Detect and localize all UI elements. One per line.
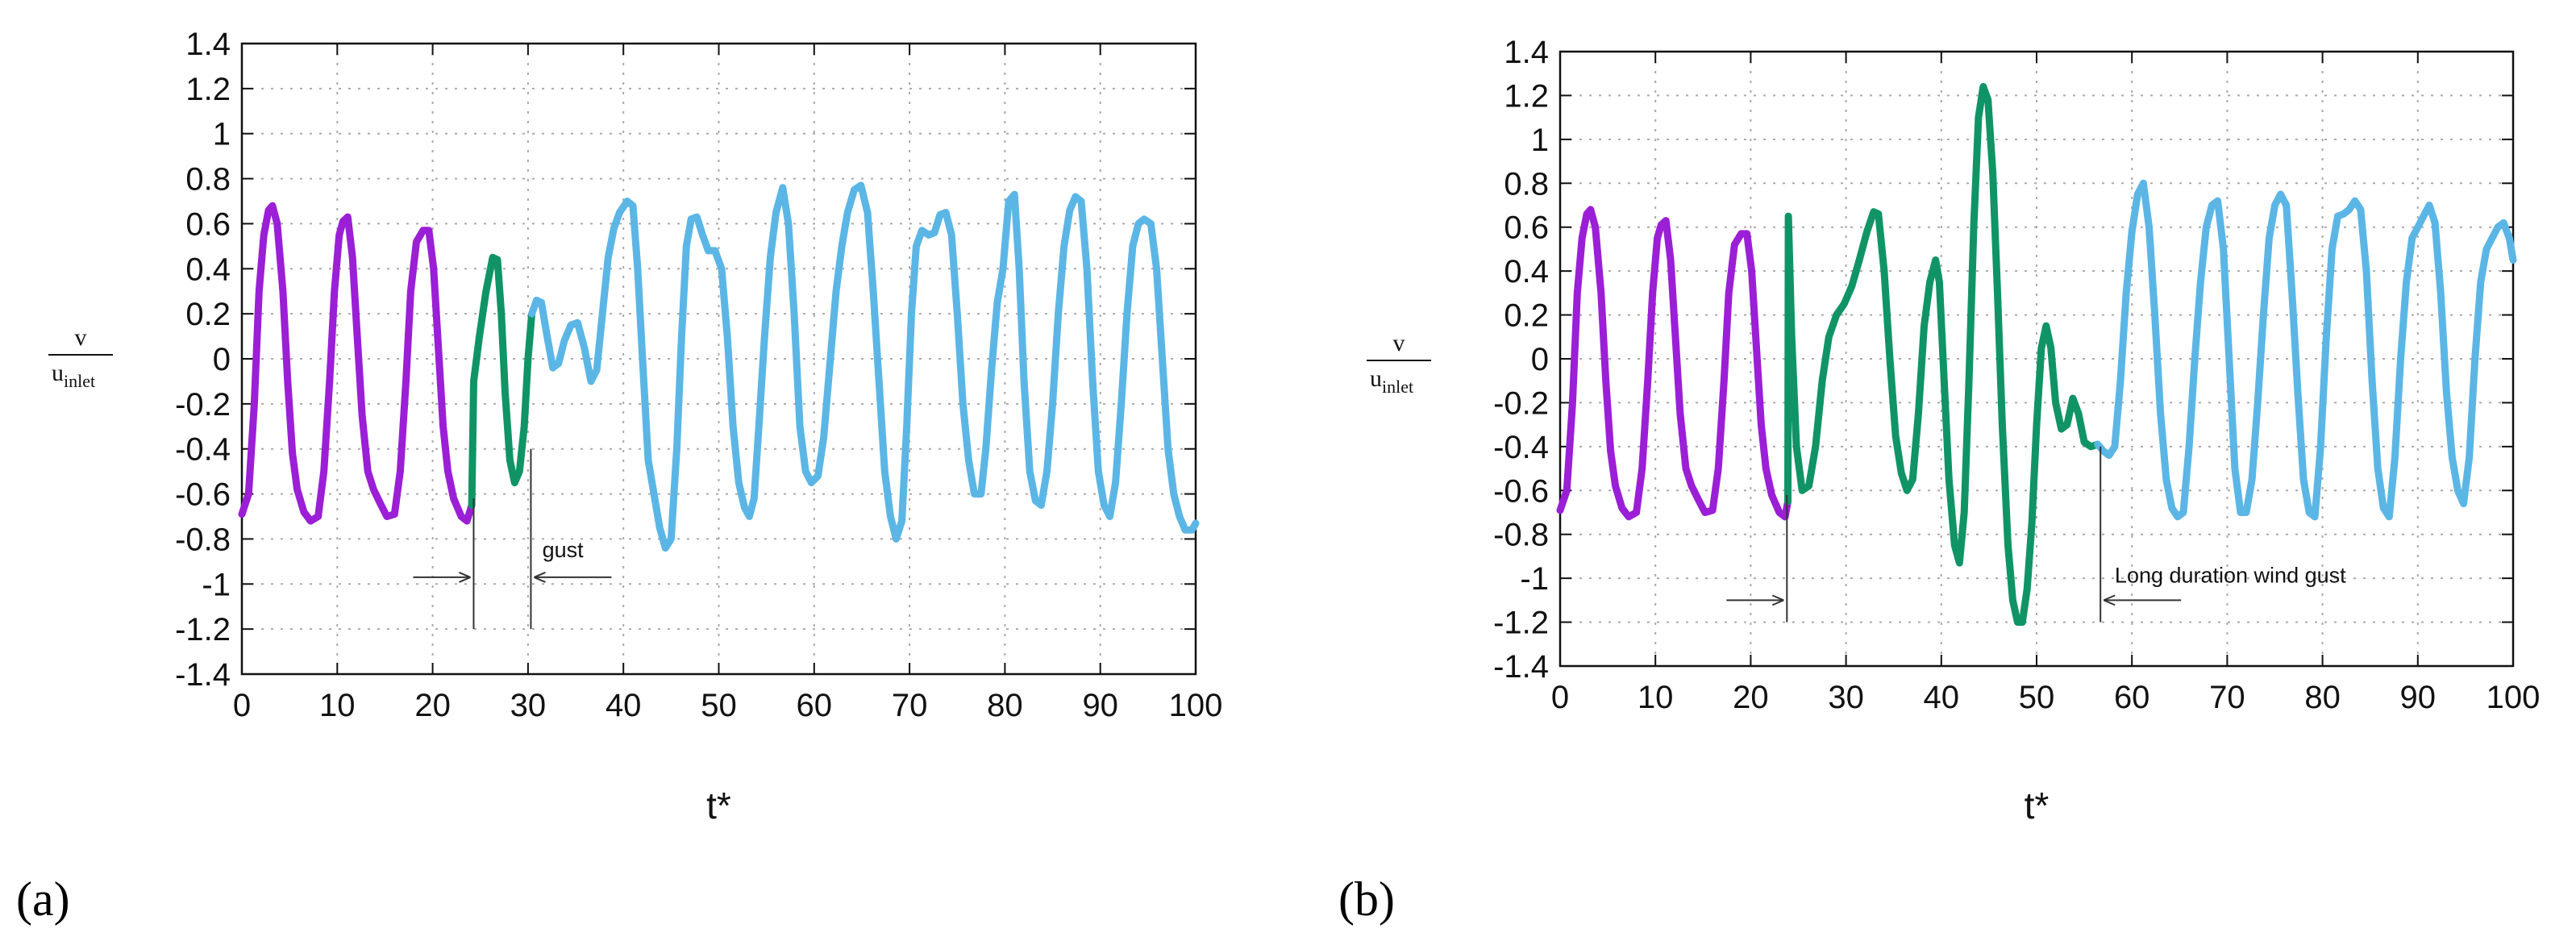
series-line-after-gust — [528, 181, 1200, 552]
x-tick-label: 10 — [1638, 680, 1674, 715]
annotation-arrowhead — [2103, 594, 2116, 606]
y-tick-label: -0.8 — [175, 522, 231, 557]
y-tick-label: -1 — [1520, 561, 1549, 597]
y-axis-title-numerator: v — [75, 324, 87, 351]
y-axis-title-denominator-base: u — [52, 360, 64, 386]
x-tick-label: 80 — [987, 688, 1023, 723]
annotation-arrowhead — [534, 571, 546, 583]
y-tick-label: -0.4 — [1493, 430, 1549, 465]
y-tick-label: 0.8 — [1504, 166, 1549, 202]
y-tick-label: 0 — [1531, 342, 1549, 377]
chart-panel-a: 0 10 20 30 40 50 60 70 80 90 100 1.4 1.2 1 0.8 0.6 0.4 0.… — [16, 27, 1222, 926]
x-tick-label: 30 — [1828, 680, 1864, 715]
y-tick-label: -1.2 — [175, 612, 231, 647]
y-tick-label: 0.8 — [185, 162, 231, 198]
y-axis-title-denominator-subscript: inlet — [1382, 377, 1413, 397]
y-tick-label: 1 — [213, 117, 231, 152]
x-tick-label: 0 — [1551, 680, 1569, 715]
x-tick-label: 50 — [701, 688, 737, 723]
x-tick-label: 0 — [233, 688, 251, 723]
y-tick-label: -0.2 — [1493, 385, 1549, 421]
panel-label: (b) — [1338, 872, 1395, 926]
series-line-after-gust — [2094, 179, 2517, 521]
y-tick-label: 0.4 — [185, 252, 231, 287]
y-tick-label: 0.2 — [1504, 298, 1549, 334]
series-line-gust — [468, 253, 536, 509]
y-tick-label: -0.2 — [175, 387, 231, 423]
x-tick-label: 100 — [2487, 680, 2541, 715]
x-tick-label: 40 — [606, 688, 642, 723]
x-tick-label: 80 — [2304, 680, 2341, 715]
y-tick-label: 0.6 — [185, 206, 231, 242]
y-tick-label: 0.4 — [1504, 254, 1549, 289]
y-tick-label: -0.6 — [1493, 473, 1549, 509]
annotation-arrowhead — [459, 571, 471, 583]
series-line-before-gust — [1556, 206, 1792, 521]
y-axis-title-denominator-subscript: inlet — [64, 371, 95, 391]
y-tick-label: -0.8 — [1493, 518, 1549, 553]
annotation-arrowhead — [1771, 594, 1784, 606]
x-tick-label: 90 — [1082, 688, 1118, 723]
x-tick-label: 90 — [2400, 680, 2437, 715]
y-tick-label: -1 — [202, 567, 231, 602]
x-tick-label: 70 — [2209, 680, 2245, 715]
y-axis-title-denominator: uinlet — [1370, 365, 1413, 397]
y-tick-label: 1.4 — [185, 27, 231, 62]
x-tick-label: 60 — [2114, 680, 2150, 715]
annotation-label: gust — [543, 538, 585, 562]
y-tick-label: -1.4 — [175, 657, 231, 693]
y-tick-label: 1.4 — [1504, 35, 1549, 70]
x-tick-label: 10 — [319, 688, 356, 723]
y-tick-label: 0.6 — [1504, 210, 1549, 246]
x-tick-label: 30 — [510, 688, 547, 723]
x-tick-label: 20 — [414, 688, 451, 723]
y-tick-label: 1 — [1531, 123, 1549, 158]
x-tick-label: 50 — [2019, 680, 2055, 715]
series-line-long-duration-wind-gust — [1784, 83, 2102, 627]
y-tick-label: -1.2 — [1493, 606, 1549, 641]
x-tick-label: 20 — [1733, 680, 1769, 715]
y-axis-title-numerator: v — [1393, 330, 1405, 356]
x-axis-title: t* — [2025, 785, 2050, 826]
chart-panel-b: 0 10 20 30 40 50 60 70 80 90 100 1.4 1.2 1 0.8 0.6 0.4 0.… — [1338, 35, 2540, 926]
y-axis-title-denominator-base: u — [1370, 365, 1382, 392]
y-axis-title-denominator: uinlet — [52, 360, 95, 391]
x-tick-label: 60 — [797, 688, 833, 723]
annotation-label: Long duration wind gust — [2115, 564, 2346, 588]
panel-label: (a) — [16, 872, 70, 926]
x-tick-label: 100 — [1169, 688, 1223, 723]
y-tick-label: -1.4 — [1493, 649, 1549, 685]
x-axis-title: t* — [706, 785, 731, 826]
y-tick-label: -0.4 — [175, 432, 231, 468]
y-tick-label: 1.2 — [185, 72, 231, 107]
y-tick-label: -0.6 — [175, 477, 231, 513]
x-tick-label: 40 — [1924, 680, 1960, 715]
y-tick-label: 0.2 — [185, 297, 231, 332]
y-tick-label: 1.2 — [1504, 78, 1549, 114]
series-line-before-gust — [238, 202, 476, 525]
y-tick-label: 0 — [213, 342, 231, 377]
x-tick-label: 70 — [892, 688, 928, 723]
